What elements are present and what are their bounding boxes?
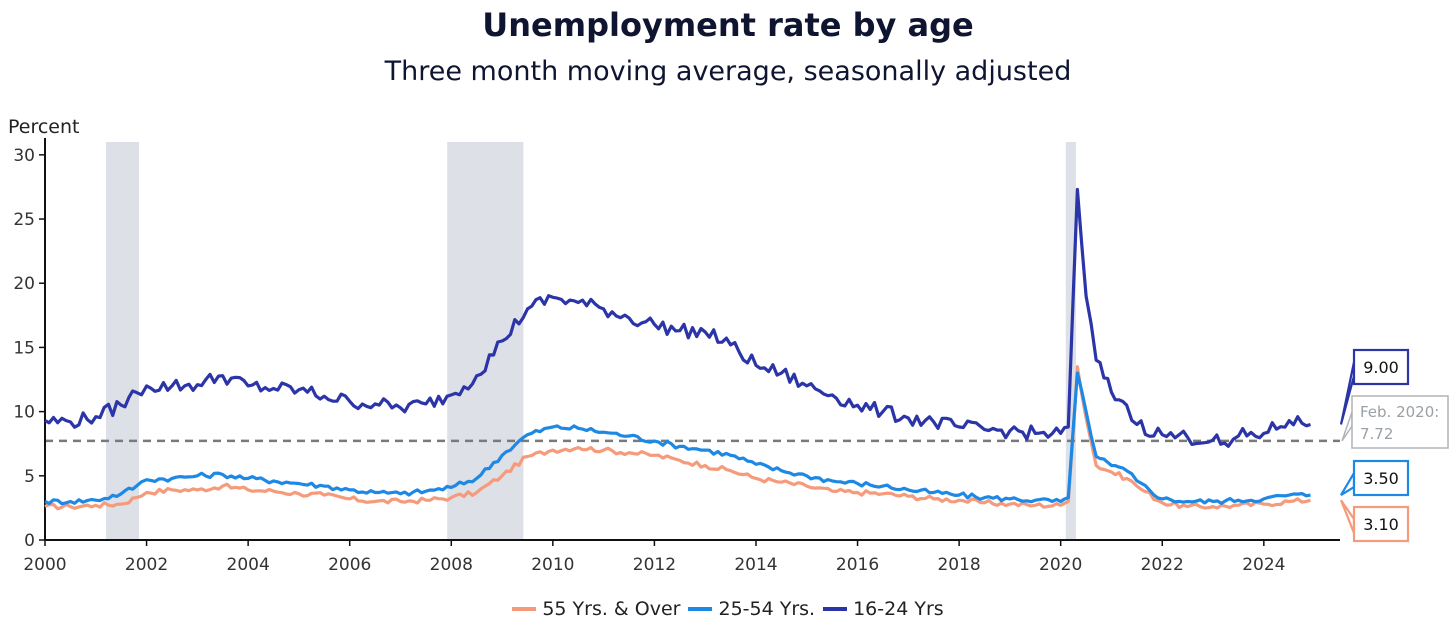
chart-plot: Percent 0 5 10 15 20 25 30 2000 2002 2004 2006 2008… [8, 116, 1449, 575]
x-tick-label: 2002 [125, 555, 168, 575]
legend-item-0: 55 Yrs. & Over [512, 598, 680, 620]
series-line-0 [44, 365, 1311, 511]
x-tick-label: 2010 [531, 555, 574, 575]
end-value-label-2: 9.00 [1363, 358, 1399, 377]
callout-pointer-1 [1340, 468, 1356, 496]
x-tick-label: 2022 [1141, 555, 1184, 575]
end-callouts: 3.10 3.50 9.00 Feb. 2020: 7.72 [1339, 348, 1449, 543]
y-tick-label: 0 [24, 531, 35, 551]
x-tick-label: 2008 [430, 555, 473, 575]
callout-pointer-0 [1339, 499, 1356, 534]
chart-title: Unemployment rate by age [482, 6, 974, 44]
legend-swatch [512, 607, 537, 611]
y-tick-label: 25 [13, 210, 35, 230]
x-tick-label: 2004 [227, 555, 270, 575]
legend-swatch [688, 607, 713, 611]
series-line-1 [44, 371, 1311, 506]
recession-band-1 [447, 142, 524, 540]
x-tick-label: 2012 [633, 555, 676, 575]
y-axis-label: Percent [8, 116, 80, 138]
legend-label: 25-54 Yrs. [718, 598, 816, 620]
y-tick-label: 30 [13, 146, 35, 166]
legend-item-1: 25-54 Yrs. [688, 598, 815, 620]
legend: 55 Yrs. & Over 25-54 Yrs. 16-24 Yrs [0, 594, 1456, 620]
chart-subtitle: Three month moving average, seasonally a… [384, 56, 1072, 87]
x-tick-label: 2006 [328, 555, 371, 575]
callout-box-2 [1352, 348, 1410, 386]
callout-box-0 [1352, 505, 1410, 543]
y-tick-label: 20 [13, 274, 35, 294]
x-tick-label: 2000 [23, 555, 66, 575]
x-tick-label: 2014 [734, 555, 777, 575]
x-tick-label: 2016 [836, 555, 879, 575]
legend-item-2: 16-24 Yrs [823, 598, 944, 620]
series-lines [44, 187, 1311, 511]
x-tick-label: 2020 [1039, 555, 1082, 575]
y-tick-label: 10 [13, 403, 35, 423]
y-tick-label: 5 [24, 467, 35, 487]
reference-callout-line2: 7.72 [1360, 425, 1393, 443]
reference-callout-box [1351, 395, 1449, 449]
end-value-label-1: 3.50 [1363, 469, 1399, 488]
y-tick-label: 15 [13, 338, 35, 358]
legend-label: 16-24 Yrs [853, 598, 944, 620]
x-tick-label: 2018 [937, 555, 980, 575]
recession-bands [105, 142, 1076, 540]
axes: 0 5 10 15 20 25 30 2000 2002 2004 2006 2008 2010 2012… [13, 138, 1340, 575]
reference-callout-line1: Feb. 2020: [1360, 403, 1439, 421]
legend-label: 55 Yrs. & Over [542, 598, 681, 620]
recession-band-0 [105, 142, 139, 540]
series-line-2 [44, 187, 1311, 448]
end-value-label-0: 3.10 [1363, 515, 1399, 534]
callout-box-1 [1352, 459, 1410, 497]
x-tick-label: 2024 [1242, 555, 1285, 575]
legend-swatch [823, 607, 848, 611]
